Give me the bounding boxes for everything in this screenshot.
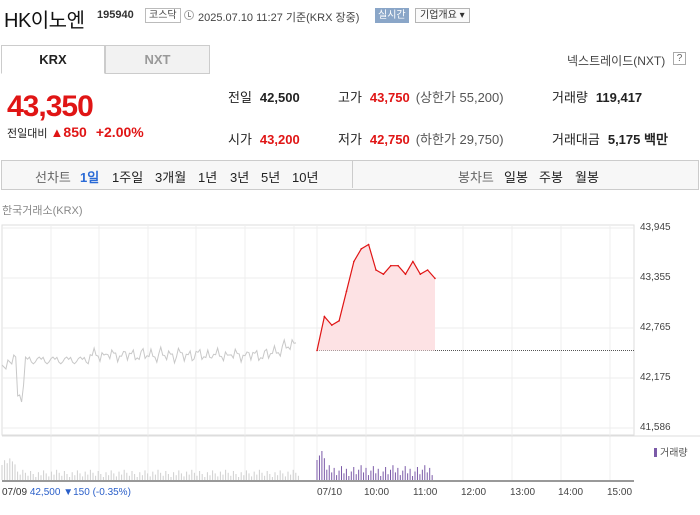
stat-low: 저가 42,750 (하한가 29,750) (338, 129, 504, 148)
y-tick-label: 43,355 (640, 272, 671, 283)
today-point (419, 273, 422, 276)
today-point (375, 269, 377, 271)
tab-period-1w[interactable]: 1주일 (112, 170, 144, 185)
open-value: 43,200 (259, 132, 300, 147)
market-badge: 코스닥 (145, 8, 181, 23)
change-percent: +2.00% (95, 124, 144, 140)
x-tick-label: 07/10 (317, 487, 343, 498)
tab-krx[interactable]: KRX (1, 45, 105, 74)
x-tick-label: 13:00 (510, 487, 536, 498)
low-value: 42,750 (369, 132, 410, 147)
chart-source: 한국거래소(KRX) (2, 205, 83, 217)
stat-prev: 전일 42,500 (228, 87, 300, 106)
stat-high: 고가 43,750 (상한가 55,200) (338, 87, 504, 106)
today-point (382, 273, 385, 276)
high-value: 43,750 (369, 90, 410, 105)
low-label: 저가 (338, 132, 362, 147)
prev-value: 42,500 (259, 90, 300, 105)
tab-period-5y[interactable]: 5년 (261, 170, 281, 185)
plot-frame (1, 224, 635, 436)
clock-icon (184, 10, 194, 20)
today-point (367, 243, 370, 246)
amount-label: 거래대금 (552, 132, 600, 147)
tab-period-1y[interactable]: 1년 (198, 170, 218, 185)
stock-header: HK이노엔 195940 코스닥 2025.07.10 11:27 기준(KRX… (0, 0, 700, 32)
quote-datetime: 2025.07.10 11:27 기준(KRX 장중) (198, 9, 359, 25)
x-tick-label: 11:00 (413, 487, 438, 498)
prev-day-close: 42,500 (29, 487, 61, 498)
x-tick-label: 14:00 (558, 487, 584, 498)
current-price: 43,350 (7, 90, 94, 123)
upper-limit: (상한가 55,200) (415, 90, 504, 105)
tab-divider (352, 160, 353, 188)
today-area (317, 244, 435, 351)
candle-chart-label: 봉차트 (458, 170, 494, 185)
y-tick-label: 42,765 (640, 322, 671, 333)
tab-candle-weekly[interactable]: 주봉 (539, 170, 563, 185)
today-point (353, 260, 355, 263)
help-icon[interactable]: ? (673, 52, 686, 65)
amount-value: 5,175 백만 (607, 132, 668, 147)
company-info-button[interactable]: 기업개요 ▾ (415, 8, 470, 23)
volume-legend-swatch (654, 448, 657, 457)
high-label: 고가 (338, 90, 362, 105)
prev-day-summary: 07/09 42,500 ▼150 (-0.35%) (2, 487, 131, 498)
datetime-text: 2025.07.10 11:27 (198, 12, 283, 24)
tab-nxt[interactable]: NXT (105, 45, 210, 74)
y-tick-label: 42,175 (640, 372, 671, 383)
today-point (331, 324, 333, 326)
tab-candle-daily[interactable]: 일봉 (504, 170, 528, 185)
tab-period-3m[interactable]: 3개월 (155, 170, 187, 185)
today-point (345, 290, 348, 293)
volume-legend: 거래량 (654, 444, 688, 459)
volume-value: 119,417 (595, 90, 643, 105)
tab-period-10y[interactable]: 10년 (292, 170, 319, 185)
lower-limit: (하한가 29,750) (415, 132, 504, 147)
change-amount: 850 (63, 124, 87, 140)
x-tick-label: 15:00 (607, 487, 633, 498)
today-point (397, 264, 399, 267)
prev-day-change: 150 (73, 487, 90, 498)
up-arrow-icon: ▲ (50, 125, 64, 140)
down-arrow-icon: ▼ (63, 487, 74, 498)
stat-volume: 거래량 119,417 (552, 87, 642, 106)
today-point (404, 273, 407, 276)
realtime-badge[interactable]: 실시간 (375, 8, 409, 23)
y-tick-label: 41,586 (640, 422, 671, 433)
tab-candle-monthly[interactable]: 월봉 (575, 170, 599, 185)
prev-day-pct: (-0.35%) (92, 487, 131, 498)
today-point (412, 260, 414, 263)
stock-name: HK이노엔 (4, 10, 85, 32)
x-tick-label: 10:00 (364, 487, 390, 498)
volume-label: 거래량 (552, 90, 588, 105)
volume-legend-text: 거래량 (660, 448, 688, 459)
today-point (360, 248, 363, 250)
open-label: 시가 (228, 132, 252, 147)
tab-period-1d[interactable]: 1일 (80, 170, 100, 185)
basis-text: 기준(KRX 장중) (285, 12, 360, 24)
stat-amount: 거래대금 5,175 백만 (552, 129, 668, 148)
today-point (426, 269, 429, 271)
x-tick-label: 12:00 (461, 487, 487, 498)
today-point (390, 264, 392, 267)
stat-open: 시가 43,200 (228, 129, 300, 148)
tab-period-3y[interactable]: 3년 (230, 170, 250, 185)
nextrade-link[interactable]: 넥스트레이드(NXT) (567, 54, 666, 68)
today-point (323, 315, 326, 318)
change-label: 전일대비 (7, 128, 48, 140)
price-change: 전일대비 ▲850 +2.00% (7, 124, 144, 141)
today-point (434, 277, 436, 280)
y-tick-label: 43,945 (640, 222, 671, 233)
today-point (316, 349, 318, 352)
market-tabs: KRX NXT (0, 45, 211, 74)
today-point (338, 320, 340, 322)
prev-label: 전일 (228, 90, 252, 105)
prev-day-date: 07/09 (2, 487, 28, 498)
line-chart-label: 선차트 (35, 170, 71, 185)
stock-code: 195940 (97, 9, 134, 21)
chart-period-tabs: 선차트 1일 1주일 3개월 1년 3년 5년 10년 봉차트 일봉 주봉 월봉 (1, 160, 699, 190)
prev-day-line (1, 338, 297, 403)
